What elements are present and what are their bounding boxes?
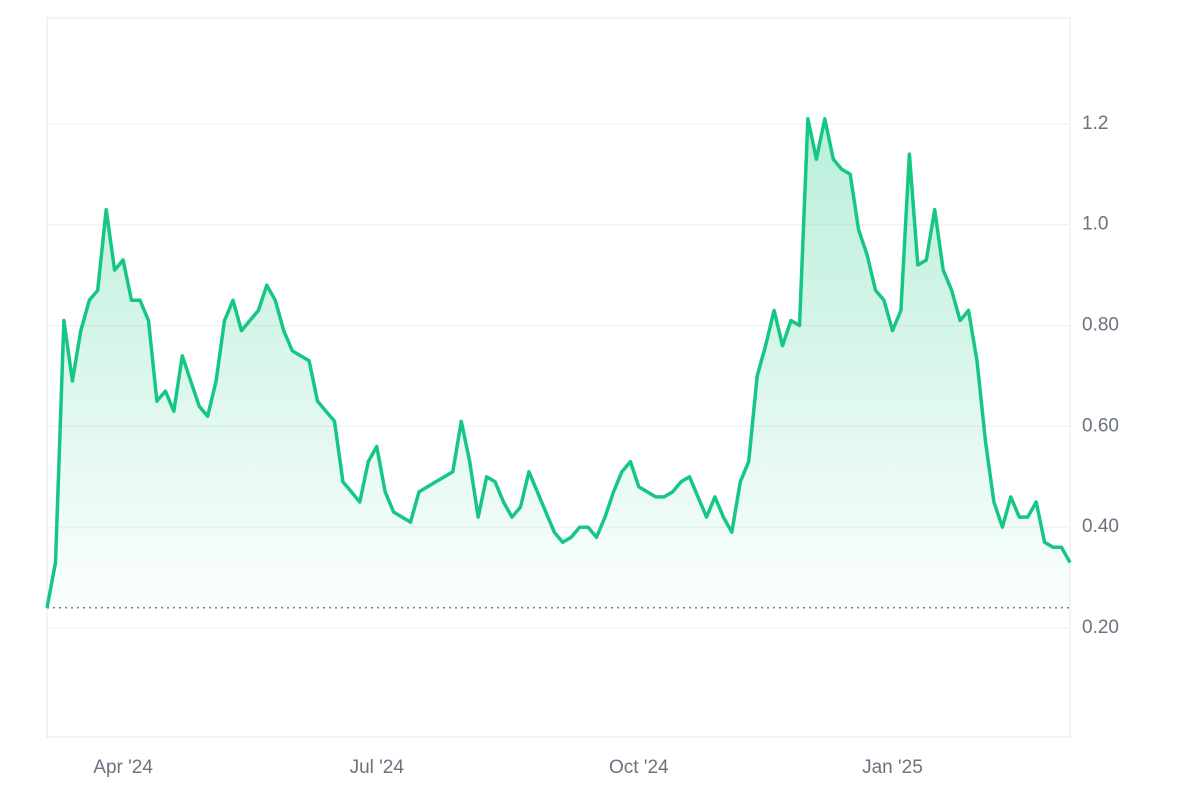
x-tick-label: Oct '24 xyxy=(609,757,669,778)
x-tick-label: Jan '25 xyxy=(862,757,923,778)
price-line xyxy=(45,117,1072,609)
y-tick-label: 1.0 xyxy=(1082,214,1108,235)
y-tick-label: 1.2 xyxy=(1082,113,1108,134)
y-tick-label: 0.20 xyxy=(1082,617,1119,638)
y-tick-label: 0.60 xyxy=(1082,415,1119,436)
y-tick-label: 0.40 xyxy=(1082,516,1119,537)
y-tick-label: 0.80 xyxy=(1082,315,1119,336)
x-tick-label: Apr '24 xyxy=(93,757,153,778)
area xyxy=(47,118,1070,608)
x-tick-label: Jul '24 xyxy=(350,757,405,778)
plot-frame xyxy=(46,17,1071,738)
